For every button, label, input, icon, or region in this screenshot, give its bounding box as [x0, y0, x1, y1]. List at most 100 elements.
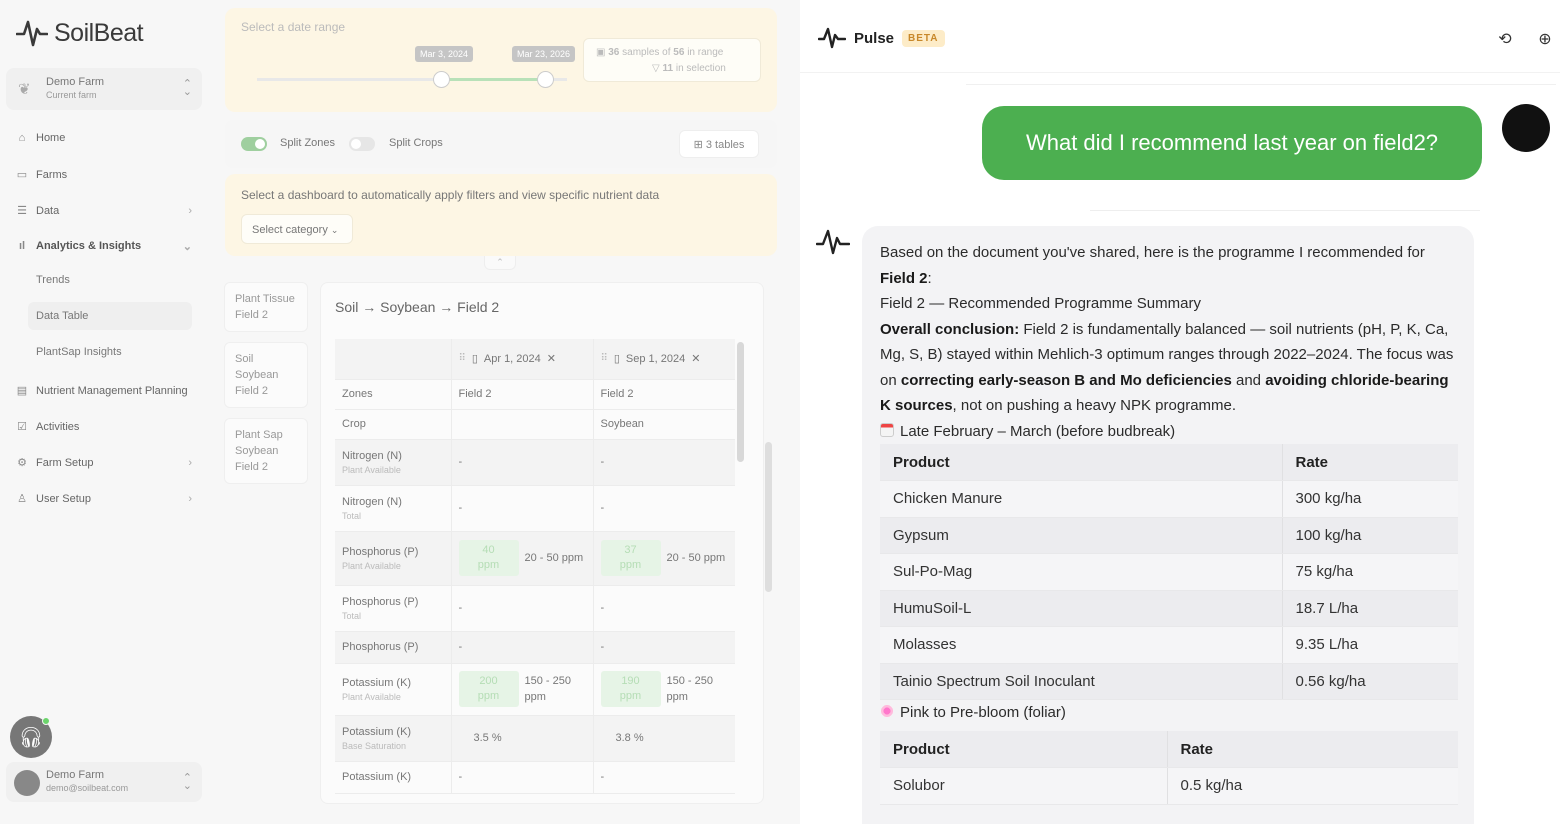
sidebar-item-farms[interactable]: ▭ Farms	[16, 168, 68, 182]
user-message: What did I recommend last year on field2…	[982, 106, 1482, 180]
assistant-message: Based on the document you've shared, her…	[862, 226, 1474, 824]
table-row: Sul-Po-Mag 75 kg/ha	[880, 553, 1458, 591]
sidebar-item-activities[interactable]: ☑ Activities	[17, 420, 80, 434]
table-row: HumuSoil-L 18.7 L/ha	[880, 590, 1458, 627]
drag-handle-icon[interactable]: ⠿	[458, 353, 466, 365]
user-icon: ♙	[17, 493, 27, 505]
soilbeat-logo-icon	[16, 20, 48, 47]
split-zones-label: Split Zones	[280, 137, 336, 149]
sidebar-item-trends[interactable]: Trends	[36, 274, 70, 286]
sidebar-item-nutrient[interactable]: ▤ Nutrient Management Planning	[16, 384, 188, 398]
online-dot	[42, 717, 50, 725]
farm-subtitle: Current farm	[46, 90, 97, 100]
table-row: Zones Field 2 Field 2	[335, 379, 735, 410]
close-icon[interactable]: ✕	[546, 353, 556, 366]
end-date-handle[interactable]	[537, 71, 554, 88]
background-app: SoilBeat ❦ Demo Farm Current farm ⌃ ⌄ ⌂ Ho…	[0, 0, 777, 804]
brand[interactable]: SoilBeat	[16, 18, 144, 48]
farm-selector[interactable]: ❦ Demo Farm Current farm ⌃ ⌄	[6, 68, 202, 110]
sidebar-item-farm-setup[interactable]: ⚙ Farm Setup ›	[17, 456, 192, 470]
avatar	[14, 770, 40, 796]
brand-name: SoilBeat	[54, 18, 144, 47]
header-divider	[800, 72, 1560, 73]
collapse-filters-button[interactable]: ⌃	[484, 256, 516, 270]
sidebar-item-user-setup[interactable]: ♙ User Setup ›	[17, 492, 192, 506]
end-date-tooltip: Mar 23, 2026	[512, 46, 576, 62]
chevron-right-icon: ›	[188, 204, 192, 217]
file-icon: ▯	[613, 353, 620, 366]
value-chip[interactable]: 200 ppm	[458, 671, 519, 707]
support-button[interactable]: 🎧︎	[10, 716, 52, 758]
headset-icon: 🎧︎	[18, 726, 44, 749]
filter-icon: ▽	[652, 63, 660, 74]
history-icon[interactable]: ⟲	[1498, 31, 1512, 48]
value-chip[interactable]: 40 ppm	[458, 540, 519, 576]
chat-title: Pulse	[854, 29, 895, 47]
checkbox-icon: ☑	[17, 421, 27, 433]
breadcrumb: Soil → Soybean → Field 2	[335, 299, 500, 315]
date-slider-track[interactable]	[257, 78, 567, 81]
sidebar-item-plantsap[interactable]: PlantSap Insights	[36, 346, 122, 358]
tables-button[interactable]: ⊞ 3 tables	[679, 130, 759, 158]
column-header-1[interactable]: ⠿ ▯ Apr 1, 2024 ✕	[458, 352, 556, 366]
start-date-tooltip: Mar 3, 2024	[415, 46, 474, 62]
chevron-down-icon: ⌄	[330, 225, 339, 235]
table-scrollbar[interactable]	[737, 342, 744, 462]
table-row: Chicken Manure 300 kg/ha	[880, 480, 1458, 518]
samples-summary: ▣ 36 samples of 56 in range ▽ 11 in sele…	[583, 38, 761, 82]
section-heading-1: Late February – March (before budbreak)	[880, 419, 1460, 445]
folder-icon: ▭	[16, 169, 28, 181]
table-row: Tainio Spectrum Soil Inoculant 0.56 kg/ha	[880, 663, 1458, 700]
sidebar-item-data[interactable]: ☰ Data ›	[17, 204, 192, 218]
table-row: Potassium (K) Base Saturation 3.5 % 3.8 %	[335, 715, 735, 762]
value-chip[interactable]: 37 ppm	[600, 540, 661, 576]
table-row: Phosphorus (P) Plant Available 40 ppm20 - …	[335, 531, 735, 586]
active-item-highlight	[28, 302, 192, 330]
beta-badge: BETA	[902, 29, 945, 47]
blossom-icon	[880, 704, 894, 718]
assistant-message-text: Based on the document you've shared, her…	[880, 240, 1460, 444]
close-icon[interactable]: ✕	[691, 353, 701, 366]
split-zones-toggle[interactable]	[241, 137, 267, 151]
dataset-card-plant-sap[interactable]: Plant Sap Soybean Field 2	[224, 418, 308, 484]
home-icon: ⌂	[18, 132, 26, 144]
table-row: Potassium (K) - -	[335, 761, 735, 794]
dataset-card-plant-tissue[interactable]: Plant Tissue Field 2	[224, 282, 308, 332]
sidebar: SoilBeat ❦ Demo Farm Current farm ⌃ ⌄ ⌂ Ho…	[0, 0, 212, 804]
dashboard-panel: Select a dashboard to automatically appl…	[225, 174, 777, 256]
sliders-icon: ⚙	[17, 457, 27, 469]
drag-handle-icon[interactable]: ⠿	[600, 353, 608, 365]
sidebar-item-analytics[interactable]: ıl Analytics & Insights ⌄	[16, 240, 196, 253]
table-row: Gypsum 100 kg/ha	[880, 517, 1458, 554]
page-scrollbar[interactable]	[765, 442, 772, 592]
table-row: Phosphorus (P) - -	[335, 631, 735, 664]
pulse-chat-panel: Pulse BETA ⟲ ⊕ What did I recommend last…	[800, 0, 1560, 824]
start-date-handle[interactable]	[433, 71, 450, 88]
table-row: Nitrogen (N) Total - -	[335, 485, 735, 532]
column-header-2[interactable]: ⠿ ▯ Sep 1, 2024 ✕	[600, 352, 701, 366]
database-icon: ☰	[17, 205, 27, 217]
sidebar-item-data-table[interactable]: Data Table	[36, 310, 89, 322]
programme-table-1: Product Rate Chicken Manure 300 kg/ha Gyps…	[880, 444, 1458, 700]
date-slider-range	[443, 78, 547, 81]
nutrient-table: ⠿ ▯ Apr 1, 2024 ✕ ⠿ ▯ Sep 1, 2024 ✕ Zones Fiel…	[335, 339, 735, 794]
split-crops-toggle[interactable]	[349, 137, 375, 151]
chat-header: Pulse BETA	[818, 26, 945, 50]
clipboard-icon: ▤	[16, 385, 28, 397]
dataset-card-soil[interactable]: Soil Soybean Field 2	[224, 342, 308, 408]
farm-name: Demo Farm	[46, 76, 105, 88]
section-heading-2: Pink to Pre-bloom (foliar)	[880, 704, 1066, 721]
table-row: Nitrogen (N) Plant Available - -	[335, 439, 735, 486]
leaf-icon: ❦	[18, 81, 31, 98]
date-range-panel: Select a date range Mar 3, 2024 Mar 23, …	[225, 8, 777, 112]
new-chat-icon[interactable]: ⊕	[1538, 31, 1552, 48]
category-select[interactable]: Select category ⌄	[241, 214, 353, 244]
value-chip[interactable]: 190 ppm	[600, 671, 661, 707]
table-row: Crop Soybean	[335, 409, 735, 440]
summary-title: Field 2 — Recommended Programme Summary	[880, 295, 1201, 312]
calendar-icon: ▣	[596, 47, 606, 58]
calendar-icon	[880, 422, 894, 437]
sidebar-item-home[interactable]: ⌂ Home	[16, 132, 196, 144]
date-range-title: Select a date range	[241, 20, 346, 34]
user-menu[interactable]: Demo Farm demo@soilbeat.com ⌃ ⌄	[6, 762, 202, 802]
